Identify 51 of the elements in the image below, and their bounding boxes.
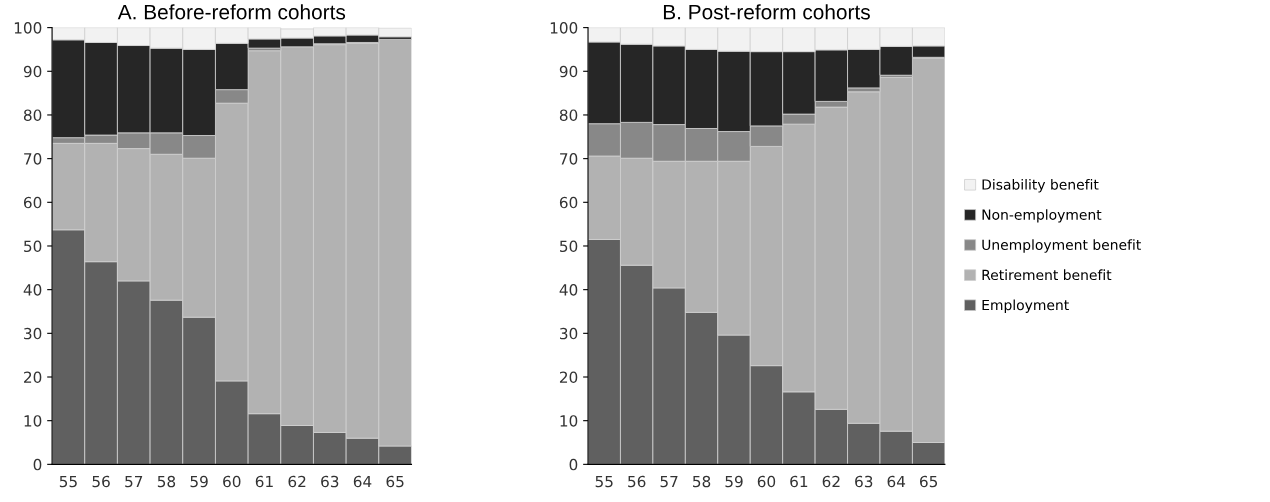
x-tick-label: 59 — [725, 475, 743, 488]
y-tick-label: 50 — [560, 240, 578, 252]
y-tick-label: 70 — [24, 153, 42, 165]
x-tick-label: 63 — [321, 475, 339, 488]
x-tick-label: 56 — [92, 475, 110, 488]
y-tick-label: 100 — [14, 22, 42, 34]
legend-label: Unemployment benefit — [982, 239, 1141, 253]
y-tick-label: 90 — [23, 65, 42, 78]
legend-label: Disability benefit — [982, 179, 1099, 193]
y-tick-label: 70 — [560, 153, 578, 165]
x-tick-label: 57 — [125, 475, 143, 488]
legend-label: Retirement benefit — [982, 269, 1112, 281]
x-tick-label: 60 — [223, 475, 241, 488]
x-tick-label: 62 — [822, 475, 840, 488]
x-tick-label: 55 — [595, 475, 613, 488]
y-tick-label: 20 — [559, 371, 578, 384]
y-tick-label: 30 — [560, 327, 578, 340]
x-tick-label: 58 — [693, 475, 711, 488]
y-tick-label: 20 — [24, 371, 42, 384]
y-tick-label: 30 — [24, 327, 42, 340]
x-tick-label: 63 — [855, 475, 873, 488]
y-tick-label: 100 — [550, 22, 578, 34]
x-tick-label: 59 — [190, 475, 208, 488]
y-tick-label: 0 — [569, 458, 578, 471]
y-tick-label: 60 — [559, 196, 578, 209]
x-tick-label: 57 — [660, 475, 678, 488]
x-tick-label: 64 — [887, 475, 906, 488]
y-tick-label: 40 — [23, 284, 42, 296]
x-tick-label: 60 — [757, 475, 776, 488]
y-tick-label: 90 — [559, 65, 578, 78]
x-tick-label: 65 — [920, 475, 938, 488]
y-tick-label: 10 — [560, 415, 578, 427]
y-tick-label: 80 — [23, 109, 42, 121]
chart-title: B. Post-reform cohorts — [663, 4, 870, 20]
legend-label: Employment — [982, 299, 1069, 313]
x-tick-label: 56 — [628, 475, 646, 488]
y-tick-label: 0 — [33, 458, 42, 471]
x-tick-label: 61 — [790, 475, 808, 488]
y-tick-label: 40 — [559, 284, 578, 296]
y-tick-label: 60 — [23, 196, 42, 209]
y-tick-label: 80 — [559, 109, 578, 121]
x-tick-label: 55 — [59, 475, 77, 488]
x-tick-label: 61 — [255, 475, 273, 488]
x-tick-label: 64 — [353, 475, 372, 488]
y-tick-label: 10 — [24, 415, 42, 427]
legend-label: Non-employment — [982, 209, 1102, 223]
x-tick-label: 58 — [157, 475, 176, 488]
y-tick-label: 50 — [24, 240, 42, 252]
x-tick-label: 62 — [288, 475, 306, 488]
chart-title: A. Before-reform cohorts — [117, 4, 346, 20]
x-tick-label: 65 — [386, 475, 404, 488]
